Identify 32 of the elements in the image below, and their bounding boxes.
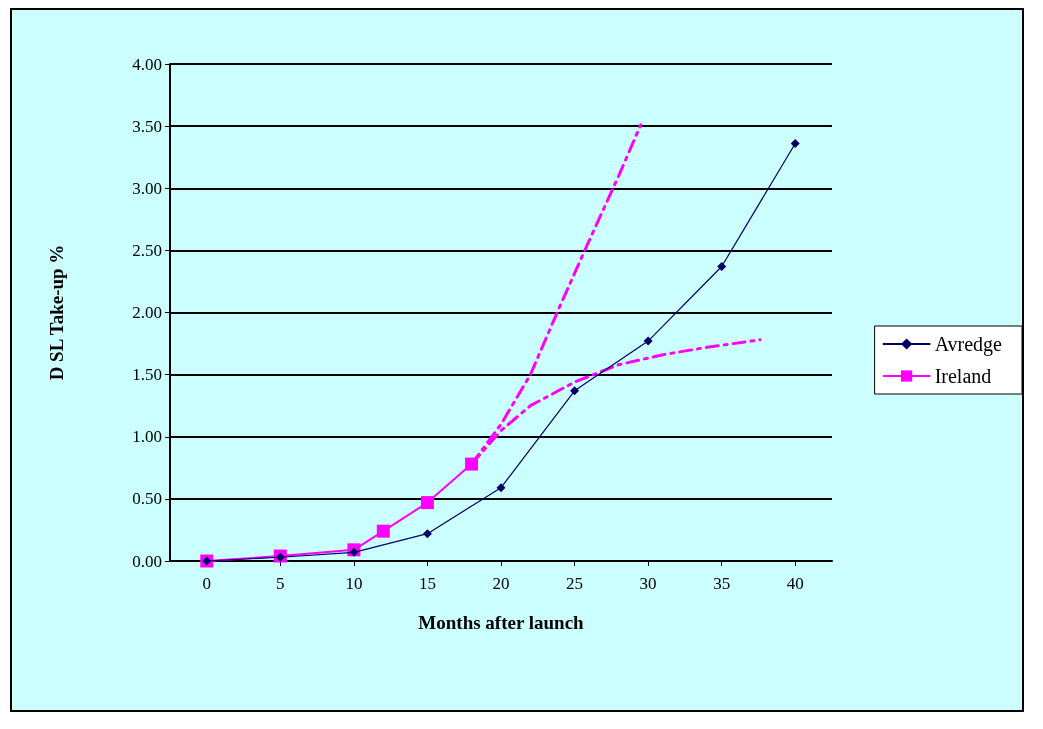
y-tick-label: 0.50 [132,489,162,509]
point [570,386,580,396]
point [420,496,434,510]
point [643,336,653,346]
legend-label: Avredge [934,333,1003,356]
y-tick-label: 2.00 [132,303,162,322]
x-tick-label: 30 [639,574,657,593]
y-axis-title: D SL Take-up % [46,244,67,381]
point [496,483,506,493]
y-tick-label: 3.50 [132,116,162,136]
y-tick-label: 3.00 [132,178,162,198]
x-tick-label: 20 [492,574,510,593]
y-tick-label: 1.50 [132,365,162,385]
x-tick-label: 25 [566,574,584,593]
point [790,139,800,149]
point [376,524,390,538]
point [465,457,479,471]
point [717,262,727,272]
y-tick-label: 1.00 [132,427,162,447]
x-tick-label: 35 [713,574,731,593]
x-tick-label: 10 [345,574,363,593]
y-tick-label: 2.50 [132,240,162,260]
point [422,529,432,539]
point [349,547,359,557]
x-tick-label: 40 [786,574,804,593]
y-tick-label: 4.00 [132,54,162,74]
x-axis-title: Months after launch [418,612,585,633]
x-tick-label: 0 [202,574,212,593]
x-tick-label: 15 [418,574,436,593]
legend-label: Ireland [934,365,992,387]
y-tick-label: 0.00 [132,551,162,571]
x-tick-label: 5 [276,574,285,593]
